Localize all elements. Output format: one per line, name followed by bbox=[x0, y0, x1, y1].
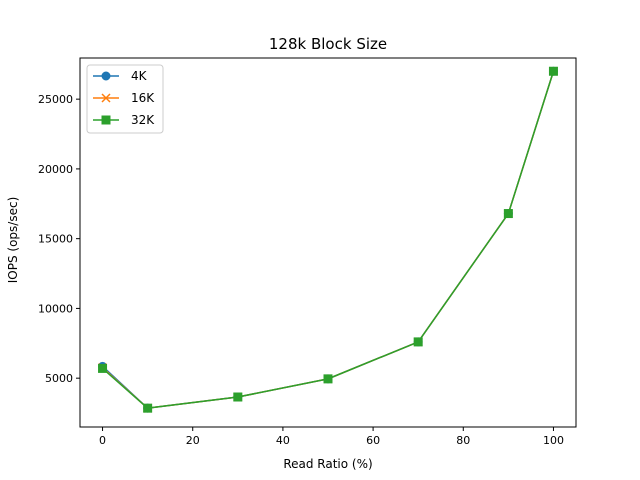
data-point bbox=[323, 374, 333, 384]
y-tick-label: 10000 bbox=[38, 302, 73, 315]
legend-label: 16K bbox=[131, 91, 155, 105]
x-axis-label: Read Ratio (%) bbox=[283, 457, 372, 471]
y-tick-label: 15000 bbox=[38, 233, 73, 246]
legend-item-32k: 32K bbox=[93, 113, 155, 127]
data-point bbox=[413, 337, 423, 347]
data-point bbox=[548, 66, 558, 76]
legend-swatch-marker bbox=[101, 115, 111, 125]
legend-label: 32K bbox=[131, 113, 155, 127]
legend-label: 4K bbox=[131, 69, 148, 83]
y-tick-label: 20000 bbox=[38, 163, 73, 176]
y-tick-label: 5000 bbox=[45, 372, 73, 385]
x-tick-label: 0 bbox=[99, 434, 106, 447]
y-axis-label: IOPS (ops/sec) bbox=[6, 197, 20, 284]
series-16k bbox=[98, 66, 558, 413]
x-tick-label: 40 bbox=[276, 434, 290, 447]
series-line bbox=[102, 71, 555, 409]
legend: 4K 16K 32K bbox=[86, 64, 164, 134]
series-line bbox=[102, 71, 555, 409]
legend-item-4k: 4K bbox=[93, 69, 148, 83]
series-32k bbox=[98, 66, 558, 413]
series-4k bbox=[98, 66, 558, 413]
x-tick-label: 100 bbox=[543, 434, 564, 447]
chart-title: 128k Block Size bbox=[269, 35, 387, 53]
plot-area: 0 20 40 60 80 100 5000 10000 15000 20000 25000 bbox=[38, 57, 577, 447]
x-tick-label: 60 bbox=[366, 434, 380, 447]
legend-swatch-marker bbox=[101, 93, 111, 103]
data-point bbox=[143, 403, 153, 413]
data-point bbox=[98, 363, 108, 373]
x-tick-label: 80 bbox=[456, 434, 470, 447]
y-tick-label: 25000 bbox=[38, 93, 73, 106]
legend-swatch-marker bbox=[101, 71, 111, 81]
axes-frame bbox=[79, 57, 577, 428]
data-point bbox=[233, 392, 243, 402]
legend-item-16k: 16K bbox=[93, 91, 155, 105]
series-line bbox=[102, 71, 555, 409]
x-tick-label: 20 bbox=[186, 434, 200, 447]
data-point bbox=[503, 209, 513, 219]
